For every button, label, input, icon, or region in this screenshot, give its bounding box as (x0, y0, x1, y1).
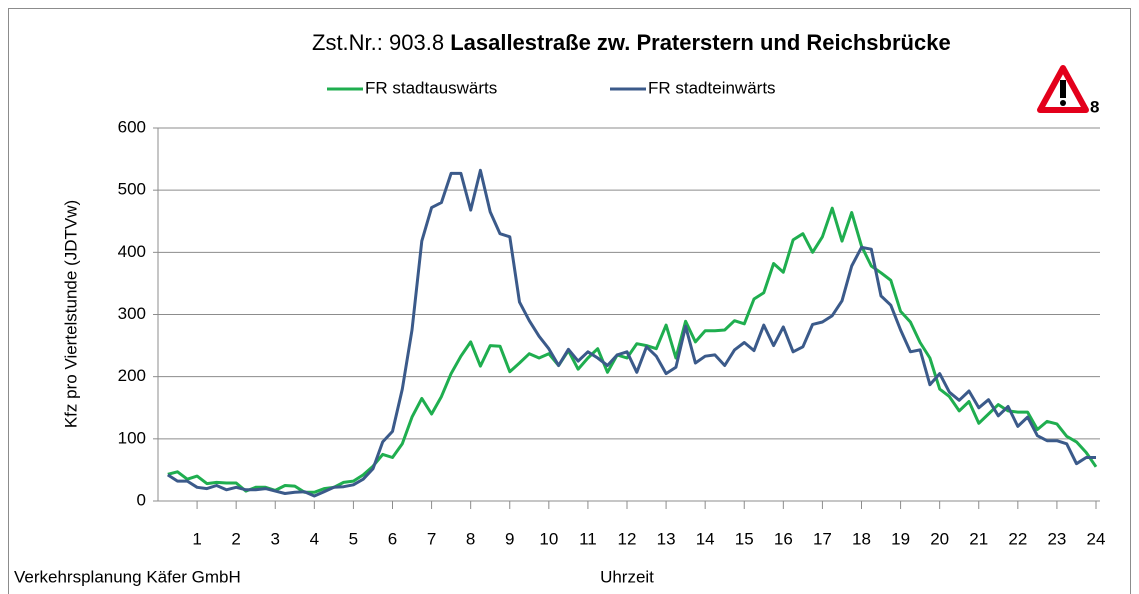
station-location: Lasallestraße zw. Praterstern und Reichs… (450, 30, 951, 55)
x-tick-label: 18 (852, 529, 871, 548)
source: Verkehrsplanung Käfer GmbH (14, 567, 241, 586)
x-tick-label: 9 (505, 529, 514, 548)
station-number: Zst.Nr.: 903.8 (312, 30, 444, 55)
y-tick-label: 0 (137, 490, 146, 509)
x-tick-label: 3 (271, 529, 280, 548)
legend-label: FR stadtauswärts (365, 78, 497, 97)
y-tick-label: 100 (118, 428, 146, 447)
x-tick-label: 17 (813, 529, 832, 548)
legend-label: FR stadteinwärts (648, 78, 776, 97)
x-tick-label: 4 (310, 529, 319, 548)
x-axis-label: Uhrzeit (600, 567, 654, 586)
x-tick-label: 16 (774, 529, 793, 548)
x-tick-label: 2 (231, 529, 240, 548)
x-tick-label: 19 (891, 529, 910, 548)
y-tick-label: 400 (118, 242, 146, 261)
y-tick-label: 600 (118, 117, 146, 136)
series-line (166, 168, 1096, 498)
y-tick-label: 200 (118, 366, 146, 385)
y-tick-label: 500 (118, 180, 146, 199)
x-tick-label: 20 (930, 529, 949, 548)
x-tick-label: 10 (539, 529, 558, 548)
x-tick-label: 14 (696, 529, 715, 548)
x-tick-label: 5 (349, 529, 358, 548)
x-tick-label: 23 (1047, 529, 1066, 548)
warning-bar (1060, 80, 1066, 98)
chart-title: Zst.Nr.: 903.8 Lasallestraße zw. Praters… (312, 30, 951, 55)
warning-dot (1060, 100, 1066, 106)
x-tick-label: 7 (427, 529, 436, 548)
x-tick-label: 8 (466, 529, 475, 548)
chart-frame (8, 8, 1131, 594)
warning-count: 8 (1090, 97, 1099, 116)
x-tick-label: 6 (388, 529, 397, 548)
x-tick-label: 24 (1087, 529, 1106, 548)
x-tick-label: 1 (192, 529, 201, 548)
x-tick-label: 13 (657, 529, 676, 548)
x-tick-label: 15 (735, 529, 754, 548)
y-tick-label: 300 (118, 304, 146, 323)
x-tick-label: 12 (618, 529, 637, 548)
x-tick-label: 21 (969, 529, 988, 548)
y-axis-label: Kfz pro Viertelstunde (JDTVw) (61, 200, 80, 428)
x-tick-label: 22 (1008, 529, 1027, 548)
x-tick-label: 11 (579, 529, 597, 548)
series-line (167, 206, 1098, 494)
